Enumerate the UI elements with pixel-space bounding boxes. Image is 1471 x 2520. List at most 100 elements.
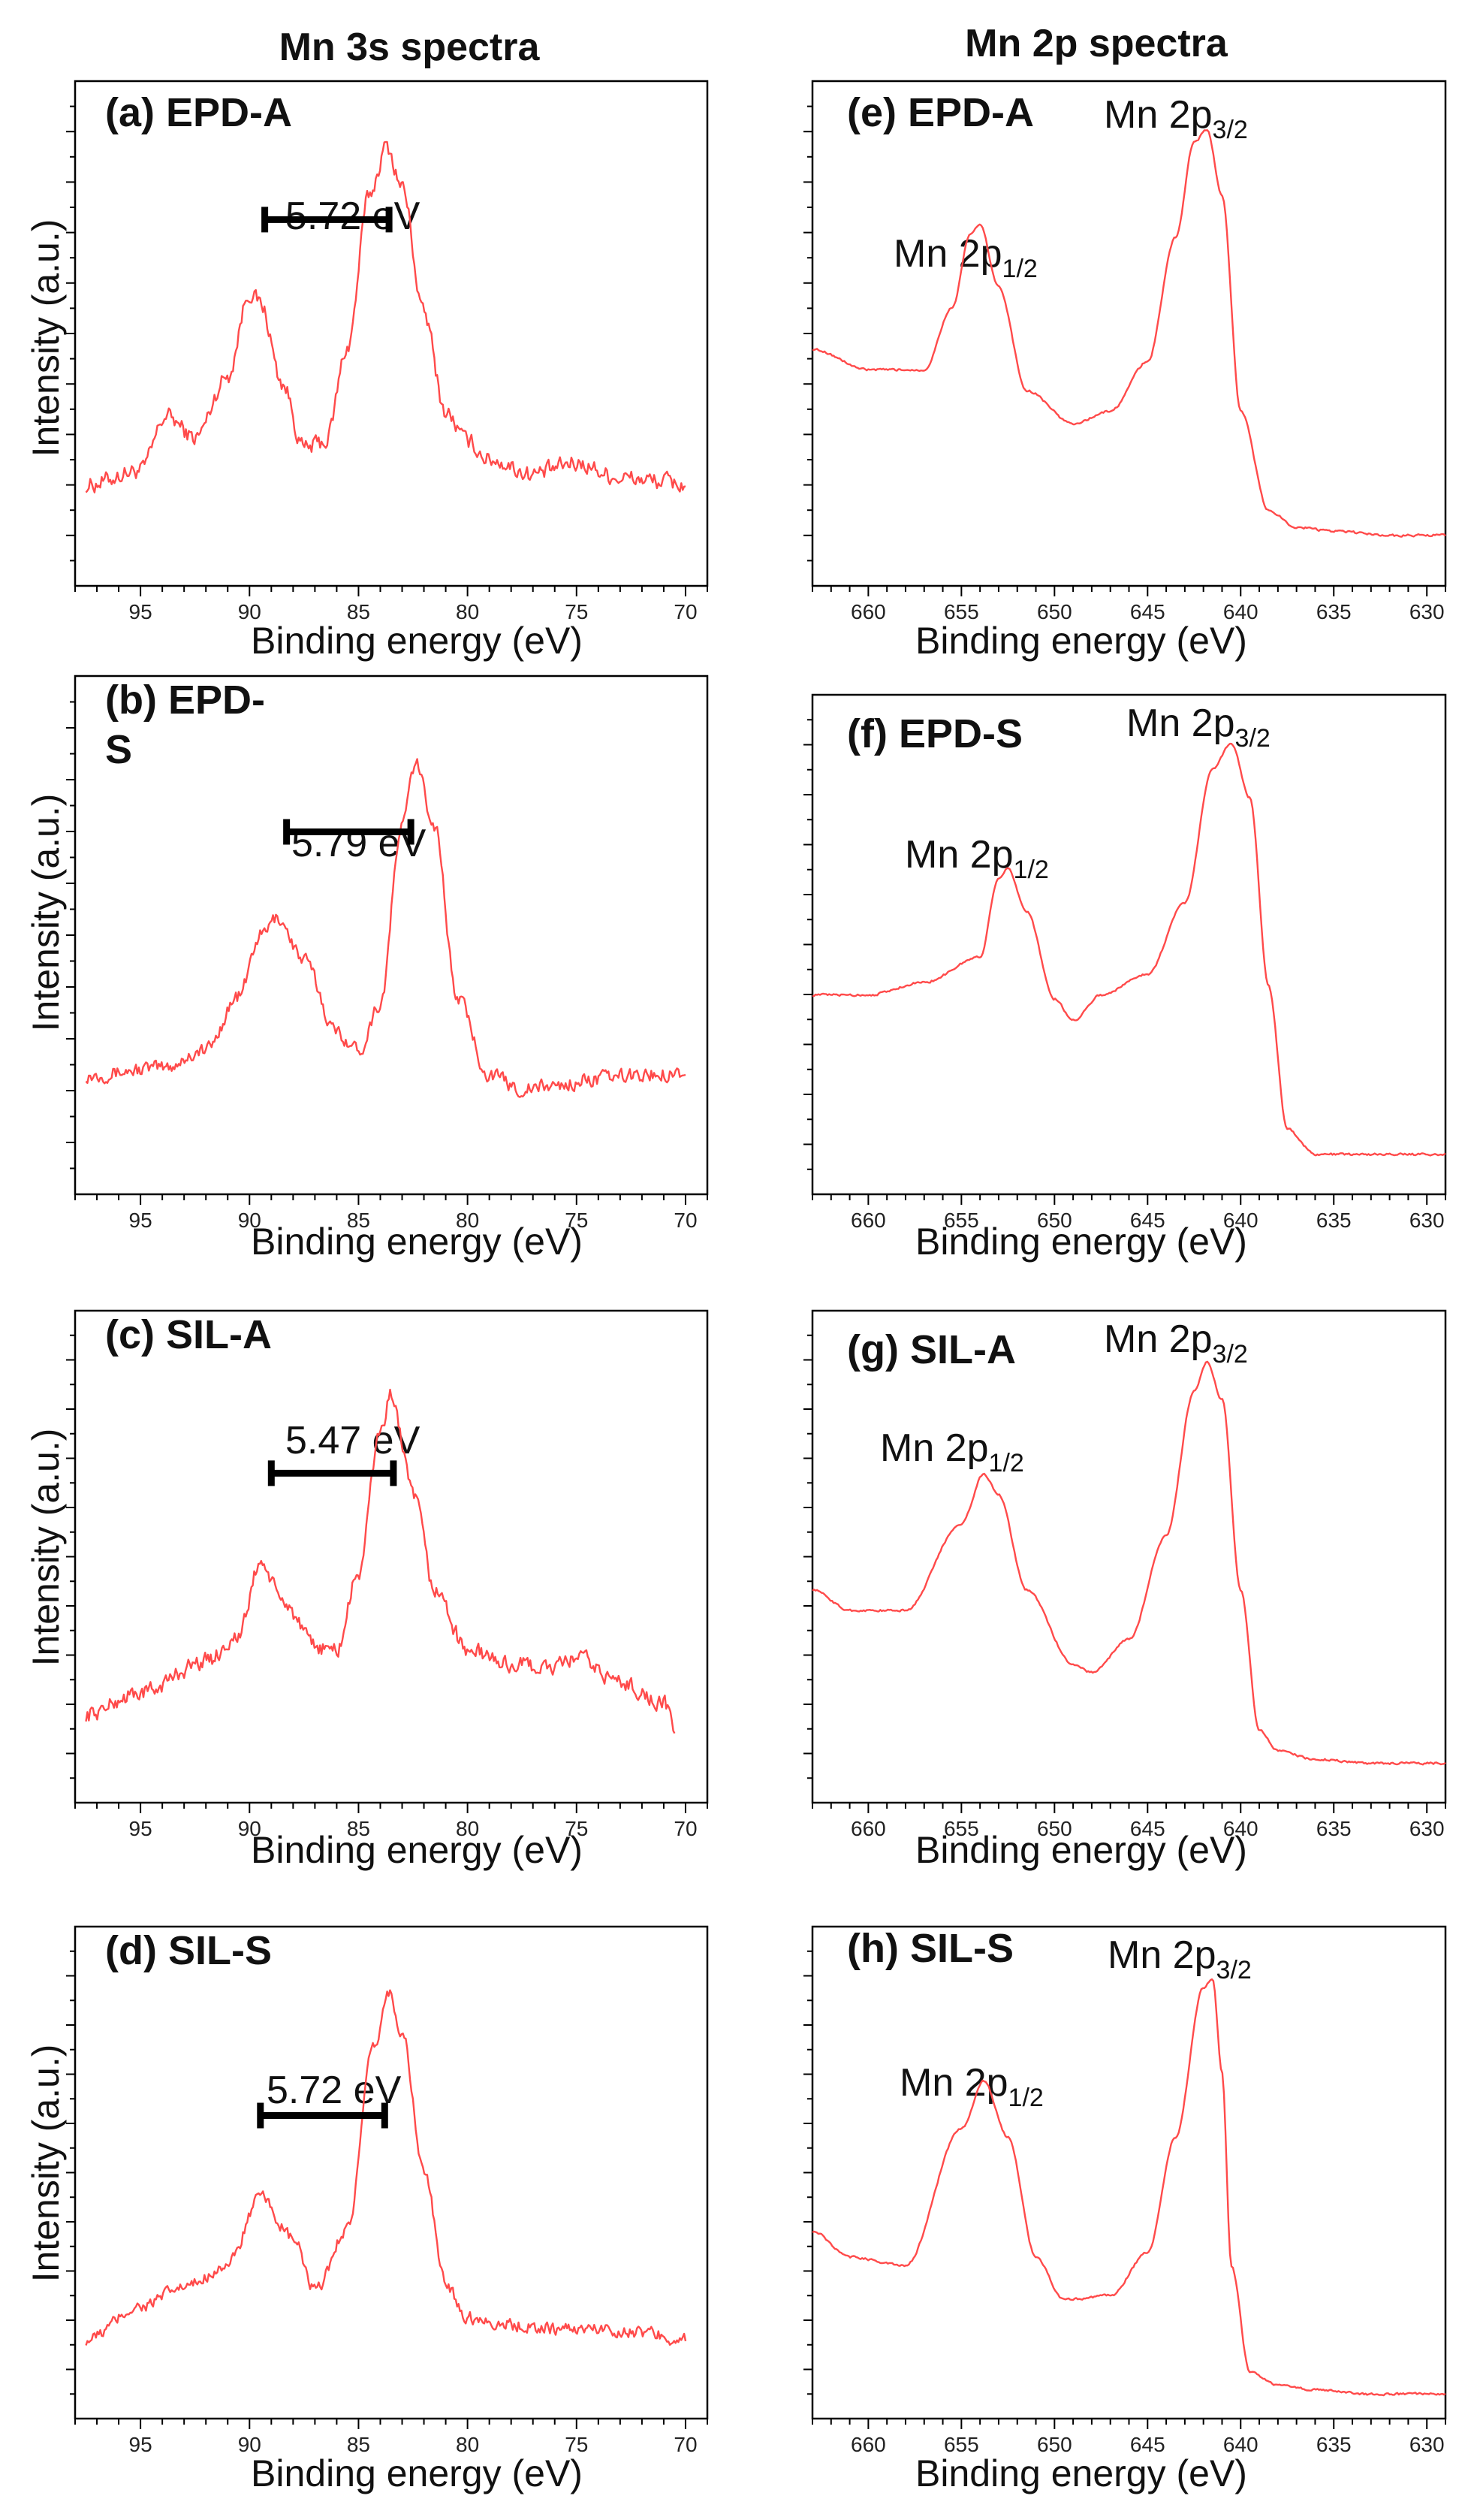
x-tick-label: 95 (129, 1209, 152, 1232)
spectrum-line (812, 129, 1446, 538)
plot-frame (811, 80, 1447, 587)
x-tick-label: 85 (347, 2433, 370, 2456)
peak-label-f-half: Mn 2p1/2 (905, 833, 1049, 884)
plot-frame (811, 1309, 1447, 1804)
spectrum-line (812, 742, 1446, 1157)
x-tick-label: 640 (1223, 1817, 1258, 1840)
panel-label-e: (e) EPD-A (847, 90, 1034, 135)
spectrum-line (85, 758, 686, 1098)
x-tick-label: 640 (1223, 1209, 1258, 1232)
panel-label-g: (g) SIL-A (847, 1327, 1016, 1372)
x-tick-label: 70 (674, 600, 697, 623)
x-tick-label: 655 (944, 1817, 979, 1840)
x-axis-label-g: Binding energy (eV) (915, 1829, 1247, 1871)
plot-frame (811, 693, 1447, 1196)
splitting-label-b: 5.79 eV (291, 822, 427, 865)
x-axis-label-d: Binding energy (eV) (251, 2452, 583, 2494)
x-tick-label: 645 (1130, 600, 1165, 623)
x-tick-label: 650 (1037, 1817, 1072, 1840)
x-tick-label: 630 (1409, 1209, 1445, 1232)
x-tick-label: 70 (674, 1817, 697, 1840)
x-tick-label: 75 (565, 600, 588, 623)
x-axis-label-b: Binding energy (eV) (251, 1221, 583, 1263)
panel-h: (h) SIL-S Binding energy (eV) Mn 2p1/2 M… (803, 1925, 1447, 2494)
spectrum-line (812, 1360, 1446, 1766)
x-tick-label: 650 (1037, 1209, 1072, 1232)
panel-label-h: (h) SIL-S (847, 1926, 1014, 1971)
panel-g: (g) SIL-A Binding energy (eV) Mn 2p1/2 M… (803, 1309, 1447, 1871)
peak-label-e-threehalf: Mn 2p3/2 (1104, 93, 1248, 144)
y-axis-label-c: Intensity (a.u.) (25, 1429, 67, 1667)
y-axis-label-b: Intensity (a.u.) (25, 794, 67, 1032)
x-tick-label: 640 (1223, 2433, 1258, 2456)
panel-label-a: (a) EPD-A (105, 90, 292, 135)
x-tick-label: 635 (1316, 600, 1352, 623)
x-tick-label: 645 (1130, 2433, 1165, 2456)
spectrum-line (85, 1388, 676, 1734)
x-tick-label: 80 (456, 1209, 479, 1232)
panel-d: (d) SIL-S Intensity (a.u.) Binding energ… (25, 1925, 709, 2494)
x-tick-label: 90 (238, 1817, 261, 1840)
x-tick-label: 630 (1409, 1817, 1445, 1840)
spectrum-line (85, 140, 686, 493)
spectrum-line (85, 1989, 687, 2346)
x-tick-label: 95 (129, 1817, 152, 1840)
panel-label-f: (f) EPD-S (847, 711, 1023, 756)
x-axis-label-h: Binding energy (eV) (915, 2452, 1247, 2494)
x-tick-label: 655 (944, 2433, 979, 2456)
x-tick-label: 660 (851, 2433, 886, 2456)
x-axis-label-f: Binding energy (eV) (915, 1221, 1247, 1263)
x-tick-label: 660 (851, 1817, 886, 1840)
x-tick-label: 660 (851, 600, 886, 623)
x-tick-label: 80 (456, 1817, 479, 1840)
x-tick-label: 75 (565, 1209, 588, 1232)
plot-frame (74, 1925, 709, 2420)
x-tick-label: 630 (1409, 2433, 1445, 2456)
x-tick-label: 660 (851, 1209, 886, 1232)
x-tick-label: 650 (1037, 600, 1072, 623)
plot-frame (811, 1925, 1447, 2420)
peak-label-h-half: Mn 2p1/2 (900, 2061, 1044, 2112)
peak-label-g-threehalf: Mn 2p3/2 (1104, 1317, 1248, 1369)
panel-e: (e) EPD-A Binding energy (eV) Mn 2p1/2 M… (803, 80, 1447, 662)
plot-frame (74, 675, 709, 1196)
x-tick-label: 80 (456, 600, 479, 623)
panel-label-c: (c) SIL-A (105, 1312, 272, 1357)
x-axis-label-c: Binding energy (eV) (251, 1829, 583, 1871)
x-tick-label: 650 (1037, 2433, 1072, 2456)
x-tick-label: 90 (238, 600, 261, 623)
spectrum-line (812, 1978, 1446, 2397)
x-tick-label: 75 (565, 2433, 588, 2456)
x-tick-label: 635 (1316, 2433, 1352, 2456)
right-column-title: Mn 2p spectra (965, 22, 1228, 65)
x-tick-label: 95 (129, 600, 152, 623)
left-column-title: Mn 3s spectra (279, 26, 541, 69)
panel-f: (f) EPD-S Binding energy (eV) Mn 2p1/2 M… (803, 693, 1447, 1263)
peak-label-h-threehalf: Mn 2p3/2 (1108, 1933, 1252, 1984)
panel-label-b-line2: S (105, 727, 132, 772)
panel-b: (b) EPD- S Intensity (a.u.) Binding ener… (25, 675, 709, 1263)
x-tick-label: 630 (1409, 600, 1445, 623)
x-tick-label: 80 (456, 2433, 479, 2456)
x-tick-label: 90 (238, 1209, 261, 1232)
x-tick-label: 95 (129, 2433, 152, 2456)
x-tick-label: 655 (944, 1209, 979, 1232)
peak-label-e-half: Mn 2p1/2 (894, 232, 1038, 283)
x-tick-label: 655 (944, 600, 979, 623)
splitting-label-c: 5.47 eV (285, 1419, 421, 1462)
peak-label-g-half: Mn 2p1/2 (880, 1426, 1024, 1477)
panel-label-b-line1: (b) EPD- (105, 678, 265, 723)
splitting-label-d: 5.72 eV (267, 2069, 402, 2112)
panel-c: (c) SIL-A Intensity (a.u.) Binding energ… (25, 1309, 709, 1871)
x-tick-label: 635 (1316, 1817, 1352, 1840)
x-tick-label: 85 (347, 1209, 370, 1232)
x-tick-label: 90 (238, 2433, 261, 2456)
plot-frame (74, 1309, 709, 1804)
panel-a: (a) EPD-A Intensity (a.u.) Binding energ… (25, 80, 709, 662)
x-tick-label: 70 (674, 2433, 697, 2456)
panel-label-d: (d) SIL-S (105, 1928, 272, 1973)
x-axis-label-a: Binding energy (eV) (251, 620, 583, 662)
x-tick-label: 70 (674, 1209, 697, 1232)
x-tick-label: 640 (1223, 600, 1258, 623)
